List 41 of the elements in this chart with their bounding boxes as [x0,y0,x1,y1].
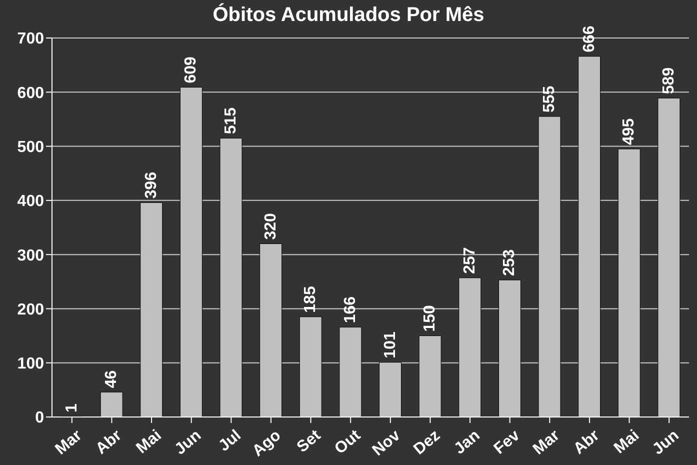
data-label: 589 [660,67,678,94]
y-tick-label: 400 [17,193,44,210]
x-tick-label: Jul [216,427,244,455]
data-label: 253 [501,249,518,276]
y-tick-label: 100 [17,356,44,373]
x-tick-label: Mar [530,427,563,458]
data-label: 1 [63,403,80,412]
x-tick-label: Jun [172,427,205,458]
data-label: 555 [541,86,558,113]
x-tick-label: Out [332,426,364,458]
data-label: 150 [422,304,439,332]
y-tick-label: 200 [17,301,44,318]
x-tick-label: Fev [491,426,524,458]
x-tick-label: Ago [249,426,284,460]
y-tick-label: 600 [17,84,44,102]
x-tick-label: Jun [650,427,682,458]
y-tick-label: 0 [35,410,44,427]
x-tick-label: Abr [92,427,125,458]
data-label: 166 [342,296,359,324]
x-tick-label: Mai [611,427,643,458]
data-label: 396 [142,172,160,199]
x-tick-label: Set [294,426,325,456]
data-label: 185 [302,286,320,313]
x-tick-label: Mai [133,427,165,458]
chart-title: Óbitos Acumulados Por Mês [212,4,484,26]
y-tick-label: 700 [17,30,44,48]
x-tick-label: Abr [570,427,603,458]
data-label: 101 [382,332,399,358]
x-tick-label: Nov [370,426,404,460]
y-tick-label: 300 [17,247,44,264]
data-label: 495 [620,118,638,145]
data-label: 609 [182,56,200,84]
data-label: 257 [461,247,478,274]
data-label: 320 [262,212,280,240]
y-tick-label: 500 [17,138,44,156]
x-tick-label: Dez [410,427,444,458]
data-label: 515 [222,107,240,134]
data-label: 46 [103,370,120,388]
x-tick-label: Jan [451,427,484,458]
x-tick-label: Mar [52,427,86,458]
data-label: 666 [580,26,598,52]
